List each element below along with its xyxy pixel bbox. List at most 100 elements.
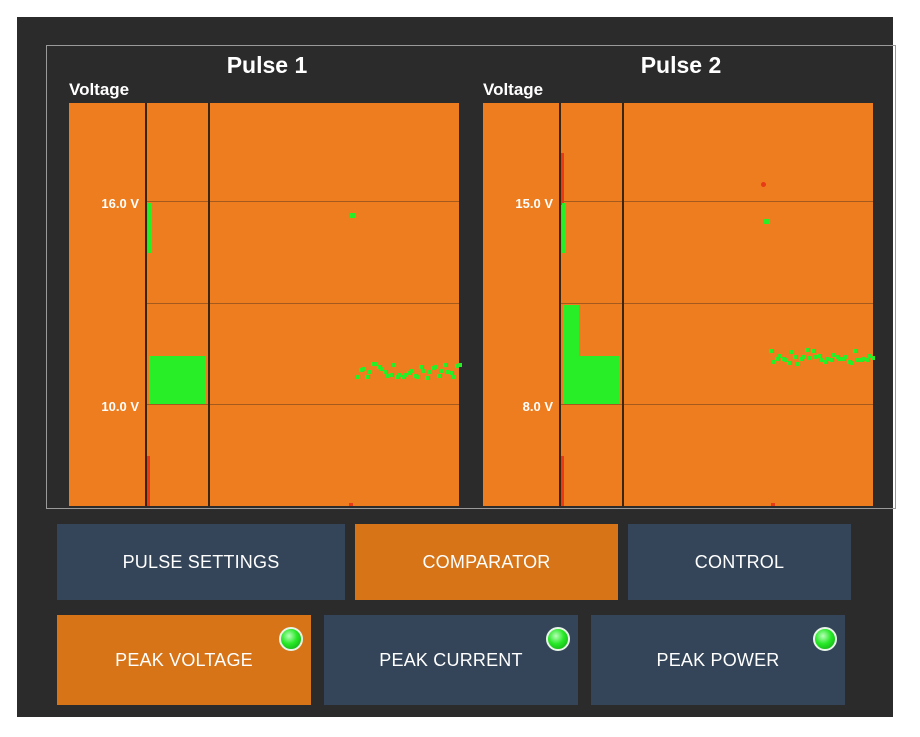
trace-point — [808, 356, 812, 360]
trace-point — [389, 373, 393, 377]
trace-point — [416, 375, 420, 379]
pulse-1-title: Pulse 1 — [226, 52, 308, 78]
trace-point — [440, 369, 444, 373]
peak-power-label: PEAK POWER — [656, 649, 780, 670]
trace-point — [844, 355, 848, 359]
trace-point — [437, 374, 441, 378]
trace-point — [826, 357, 830, 361]
green-level-block — [563, 305, 579, 357]
trace-point — [856, 358, 860, 362]
trace-point — [793, 355, 797, 359]
trace-point — [413, 374, 417, 378]
axis-divider — [559, 103, 561, 506]
axis-divider — [622, 103, 624, 506]
trace-point — [838, 357, 842, 361]
tab-comparator[interactable]: COMPARATOR — [355, 524, 618, 600]
y-tick-label: 16.0 V — [101, 196, 139, 211]
trace-point — [449, 371, 453, 375]
pulse-1-panel: Pulse 1 Voltage 16.0 V 10.0 V — [47, 46, 487, 510]
green-led-icon — [813, 627, 837, 651]
pulse-1-y-axis-label: Voltage — [69, 80, 130, 99]
peak-voltage-label: PEAK VOLTAGE — [115, 649, 253, 670]
trace-point — [805, 348, 809, 352]
pulse-2-y-axis-label: Voltage — [483, 80, 544, 99]
trace-point — [769, 349, 773, 353]
trace-point — [383, 370, 387, 374]
trace-point — [380, 367, 384, 371]
trace-point — [410, 369, 414, 373]
red-marker — [761, 182, 766, 187]
trace-point — [407, 371, 411, 375]
trace-point — [350, 213, 356, 218]
trace-point — [862, 357, 866, 361]
axis-divider — [145, 103, 147, 506]
green-led-icon — [279, 627, 303, 651]
trace-point — [799, 357, 803, 361]
tab-control[interactable]: CONTROL — [628, 524, 851, 600]
trace-point — [458, 363, 462, 367]
trace-point — [829, 358, 833, 362]
trace-point — [422, 369, 426, 373]
trace-point — [835, 355, 839, 359]
trace-point — [392, 363, 396, 367]
axis-divider — [208, 103, 210, 506]
trace-point — [404, 373, 408, 377]
green-level-marker — [148, 203, 152, 253]
trace-point — [365, 375, 369, 379]
red-marker — [349, 503, 353, 506]
red-marker — [771, 503, 775, 506]
trace-point — [368, 370, 372, 374]
trace-point — [817, 354, 821, 358]
y-tick-label: 8.0 V — [522, 399, 553, 414]
peak-power-button[interactable]: PEAK POWER — [591, 615, 845, 705]
gridline — [561, 201, 873, 202]
trace-point — [764, 219, 770, 224]
pulse-1-chart[interactable]: 16.0 V 10.0 V — [69, 103, 462, 506]
trace-point — [796, 362, 800, 366]
trace-point — [386, 374, 390, 378]
trace-point — [377, 365, 381, 369]
peak-voltage-button[interactable]: PEAK VOLTAGE — [57, 615, 311, 705]
green-led-icon — [546, 627, 570, 651]
pulse-2-chart[interactable]: 15.0 V 8.0 V — [483, 103, 875, 506]
trace-point — [823, 360, 827, 364]
trace-point — [419, 365, 423, 369]
trace-point — [853, 349, 857, 353]
trace-point — [374, 362, 378, 366]
trace-point — [850, 361, 854, 365]
gridline — [561, 404, 873, 405]
trace-point — [784, 358, 788, 362]
trace-point — [820, 358, 824, 362]
green-level-block — [563, 356, 620, 404]
trace-point — [434, 365, 438, 369]
gridline — [147, 404, 459, 405]
trace-point — [811, 349, 815, 353]
trace-point — [790, 350, 794, 354]
trace-point — [781, 357, 785, 361]
gridline — [147, 201, 459, 202]
trace-point — [832, 353, 836, 357]
y-tick-label: 10.0 V — [101, 399, 139, 414]
trace-point — [871, 356, 875, 360]
red-marker — [561, 456, 564, 506]
y-tick-label: 15.0 V — [515, 196, 553, 211]
trace-point — [868, 354, 872, 358]
trace-point — [395, 375, 399, 379]
green-level-marker — [562, 203, 566, 253]
trace-point — [398, 373, 402, 377]
plot-frame: Pulse 1 Voltage 16.0 V 10.0 V Pulse 2 Vo… — [46, 45, 896, 509]
trace-point — [841, 357, 845, 361]
trace-point — [443, 363, 447, 367]
trace-point — [428, 370, 432, 374]
peak-current-button[interactable]: PEAK CURRENT — [324, 615, 578, 705]
trace-point — [865, 358, 869, 362]
trace-point — [362, 367, 366, 371]
trace-point — [772, 360, 776, 364]
trace-point — [359, 368, 363, 372]
pulse-2-panel: Pulse 2 Voltage 15.0 V 8.0 V — [461, 46, 901, 510]
peak-current-label: PEAK CURRENT — [379, 649, 523, 670]
trace-point — [356, 375, 360, 379]
trace-point — [859, 358, 863, 362]
green-level-block — [149, 356, 206, 404]
tab-pulse-settings[interactable]: PULSE SETTINGS — [57, 524, 345, 600]
